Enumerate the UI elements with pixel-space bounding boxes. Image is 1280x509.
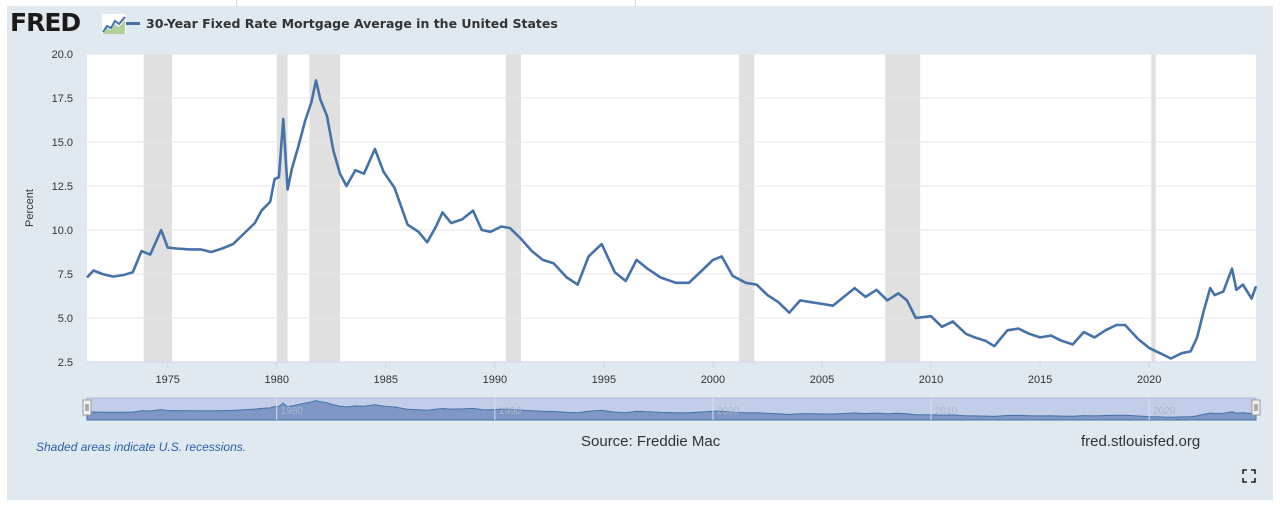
recession-band [739, 54, 755, 362]
top-rule [0, 0, 1280, 6]
y-axis-label: Percent [24, 189, 36, 227]
line-chart-icon [102, 14, 126, 34]
x-tick-label: 2010 [919, 374, 943, 386]
navigator-handle[interactable] [1251, 399, 1261, 416]
y-tick-label: 20.0 [52, 49, 73, 61]
navigator-tick-label: 1980 [281, 406, 304, 417]
navigator-tick-label: 2000 [717, 406, 740, 417]
divider [635, 0, 636, 6]
x-tick-label: 2000 [701, 374, 725, 386]
chart-legend[interactable]: 30-Year Fixed Rate Mortgage Average in t… [126, 16, 558, 31]
site-link[interactable]: fred.stlouisfed.org [1081, 433, 1201, 450]
recession-band [1151, 54, 1156, 362]
navigator-tick-label: 2010 [935, 406, 958, 417]
x-tick-label: 1990 [483, 374, 507, 386]
navigator-tick-label: 2020 [1153, 406, 1176, 417]
navigator-handle-body [1251, 399, 1261, 416]
y-tick-label: 7.5 [58, 269, 73, 281]
navigator-tick-label: 1990 [499, 406, 522, 417]
x-tick-label: 2015 [1028, 374, 1052, 386]
recession-note: Shaded areas indicate U.S. recessions. [36, 440, 247, 454]
legend-swatch [126, 22, 140, 25]
recession-band [505, 54, 522, 362]
x-tick-label: 1975 [155, 374, 179, 386]
recession-band [276, 54, 288, 362]
x-tick-label: 1985 [374, 374, 398, 386]
divider [236, 0, 237, 6]
fullscreen-icon[interactable] [1242, 469, 1256, 483]
series-line [86, 79, 1258, 360]
navigator-handle[interactable] [82, 399, 92, 416]
y-tick-label: 15.0 [52, 137, 73, 149]
legend-label: 30-Year Fixed Rate Mortgage Average in t… [146, 16, 558, 31]
y-tick-label: 12.5 [52, 181, 73, 193]
x-tick-label: 2020 [1137, 374, 1161, 386]
x-tick-label: 1995 [592, 374, 616, 386]
x-tick-label: 2005 [810, 374, 834, 386]
navigator-series [86, 400, 1257, 421]
x-tick-label: 1980 [265, 374, 289, 386]
logo-text: FRED [10, 8, 81, 37]
recession-band [309, 54, 340, 362]
navigator-handle-body [82, 399, 92, 416]
recession-band [143, 54, 173, 362]
recession-band [885, 54, 921, 362]
source-text: Source: Freddie Mac [581, 433, 721, 450]
y-tick-label: 10.0 [52, 225, 73, 237]
y-tick-label: 5.0 [58, 313, 73, 325]
y-tick-label: 17.5 [52, 93, 73, 105]
y-tick-label: 2.5 [58, 357, 73, 369]
